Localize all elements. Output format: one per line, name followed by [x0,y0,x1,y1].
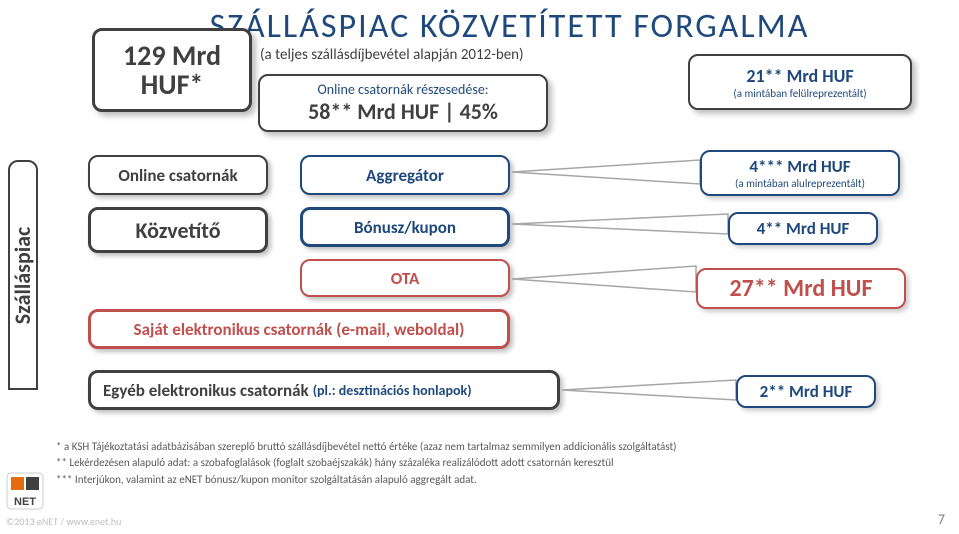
value-aggregator-note: (a mintában alulreprezentált) [712,177,888,190]
beak-aggregator [512,158,702,186]
total-box: 129 Mrd HUF* [92,28,252,112]
page-number: 7 [938,511,945,528]
enet-logo-icon: NET [6,472,44,510]
side-label-text: Szálláspiac [10,226,37,323]
value-bonusz: 4** Mrd HUF [757,218,850,239]
node-online-csatornak: Online csatornák [88,155,268,195]
online-share-box: Online csatornák részesedése: 58** Mrd H… [258,74,548,132]
footnote-3: *** Interjúkon, valamint az eNET bónusz/… [56,473,919,487]
top-right-value: 21** Mrd HUF [746,65,853,87]
total-value-line1: 129 Mrd [123,41,221,70]
value-ota: 27** Mrd HUF [729,274,872,303]
node-bonusz: Bónusz/kupon [300,207,510,247]
beak-egyeb [562,378,738,402]
top-right-value-box: 21** Mrd HUF (a mintában felülreprezentá… [688,54,912,110]
svg-text:NET: NET [14,496,36,508]
value-aggregator-box: 4*** Mrd HUF (a mintában alulreprezentál… [700,150,900,196]
node-egyeb-sub: (pl.: desztinációs honlapok) [313,382,472,399]
footnote-2: ** Lekérdezésen alapuló adat: a szobafog… [56,456,919,470]
node-online-csatornak-label: Online csatornák [118,165,237,186]
value-bonusz-box: 4** Mrd HUF [728,212,878,245]
value-aggregator: 4*** Mrd HUF [749,156,850,177]
top-right-note: (a mintában felülreprezentált) [733,87,866,100]
node-ota-label: OTA [391,268,420,289]
vertical-side-label: Szálláspiac [8,160,38,390]
beak-ota [512,264,698,294]
node-aggregator-label: Aggregátor [366,165,444,186]
node-sajat-label: Saját elektronikus csatornák (e-mail, we… [134,319,465,340]
value-egyeb: 2** Mrd HUF [760,381,853,402]
footnote-1: * a KSH Tájékoztatási adatbázisában szer… [56,440,919,454]
node-aggregator: Aggregátor [300,155,510,195]
node-sajat: Saját elektronikus csatornák (e-mail, we… [88,309,510,349]
node-ota: OTA [300,259,510,297]
page-subtitle: (a teljes szállásdíjbevétel alapján 2012… [260,46,524,64]
copyright-text: ©2013 eNET / www.enet.hu [6,515,121,528]
footnotes: * a KSH Tájékoztatási adatbázisában szer… [56,440,919,489]
online-share-value: 58** Mrd HUF | 45% [308,98,498,125]
node-kozvetito: Közvetítő [88,207,268,253]
online-share-label: Online csatornák részesedése: [317,81,488,98]
node-kozvetito-label: Közvetítő [135,217,220,244]
beak-bonusz [512,212,730,236]
value-egyeb-box: 2** Mrd HUF [736,375,876,408]
node-bonusz-label: Bónusz/kupon [354,217,456,238]
node-egyeb: Egyéb elektronikus csatornák (pl.: deszt… [88,370,560,410]
node-egyeb-label: Egyéb elektronikus csatornák [103,380,309,401]
value-ota-box: 27** Mrd HUF [696,268,906,309]
total-value-line2: HUF* [141,70,204,99]
